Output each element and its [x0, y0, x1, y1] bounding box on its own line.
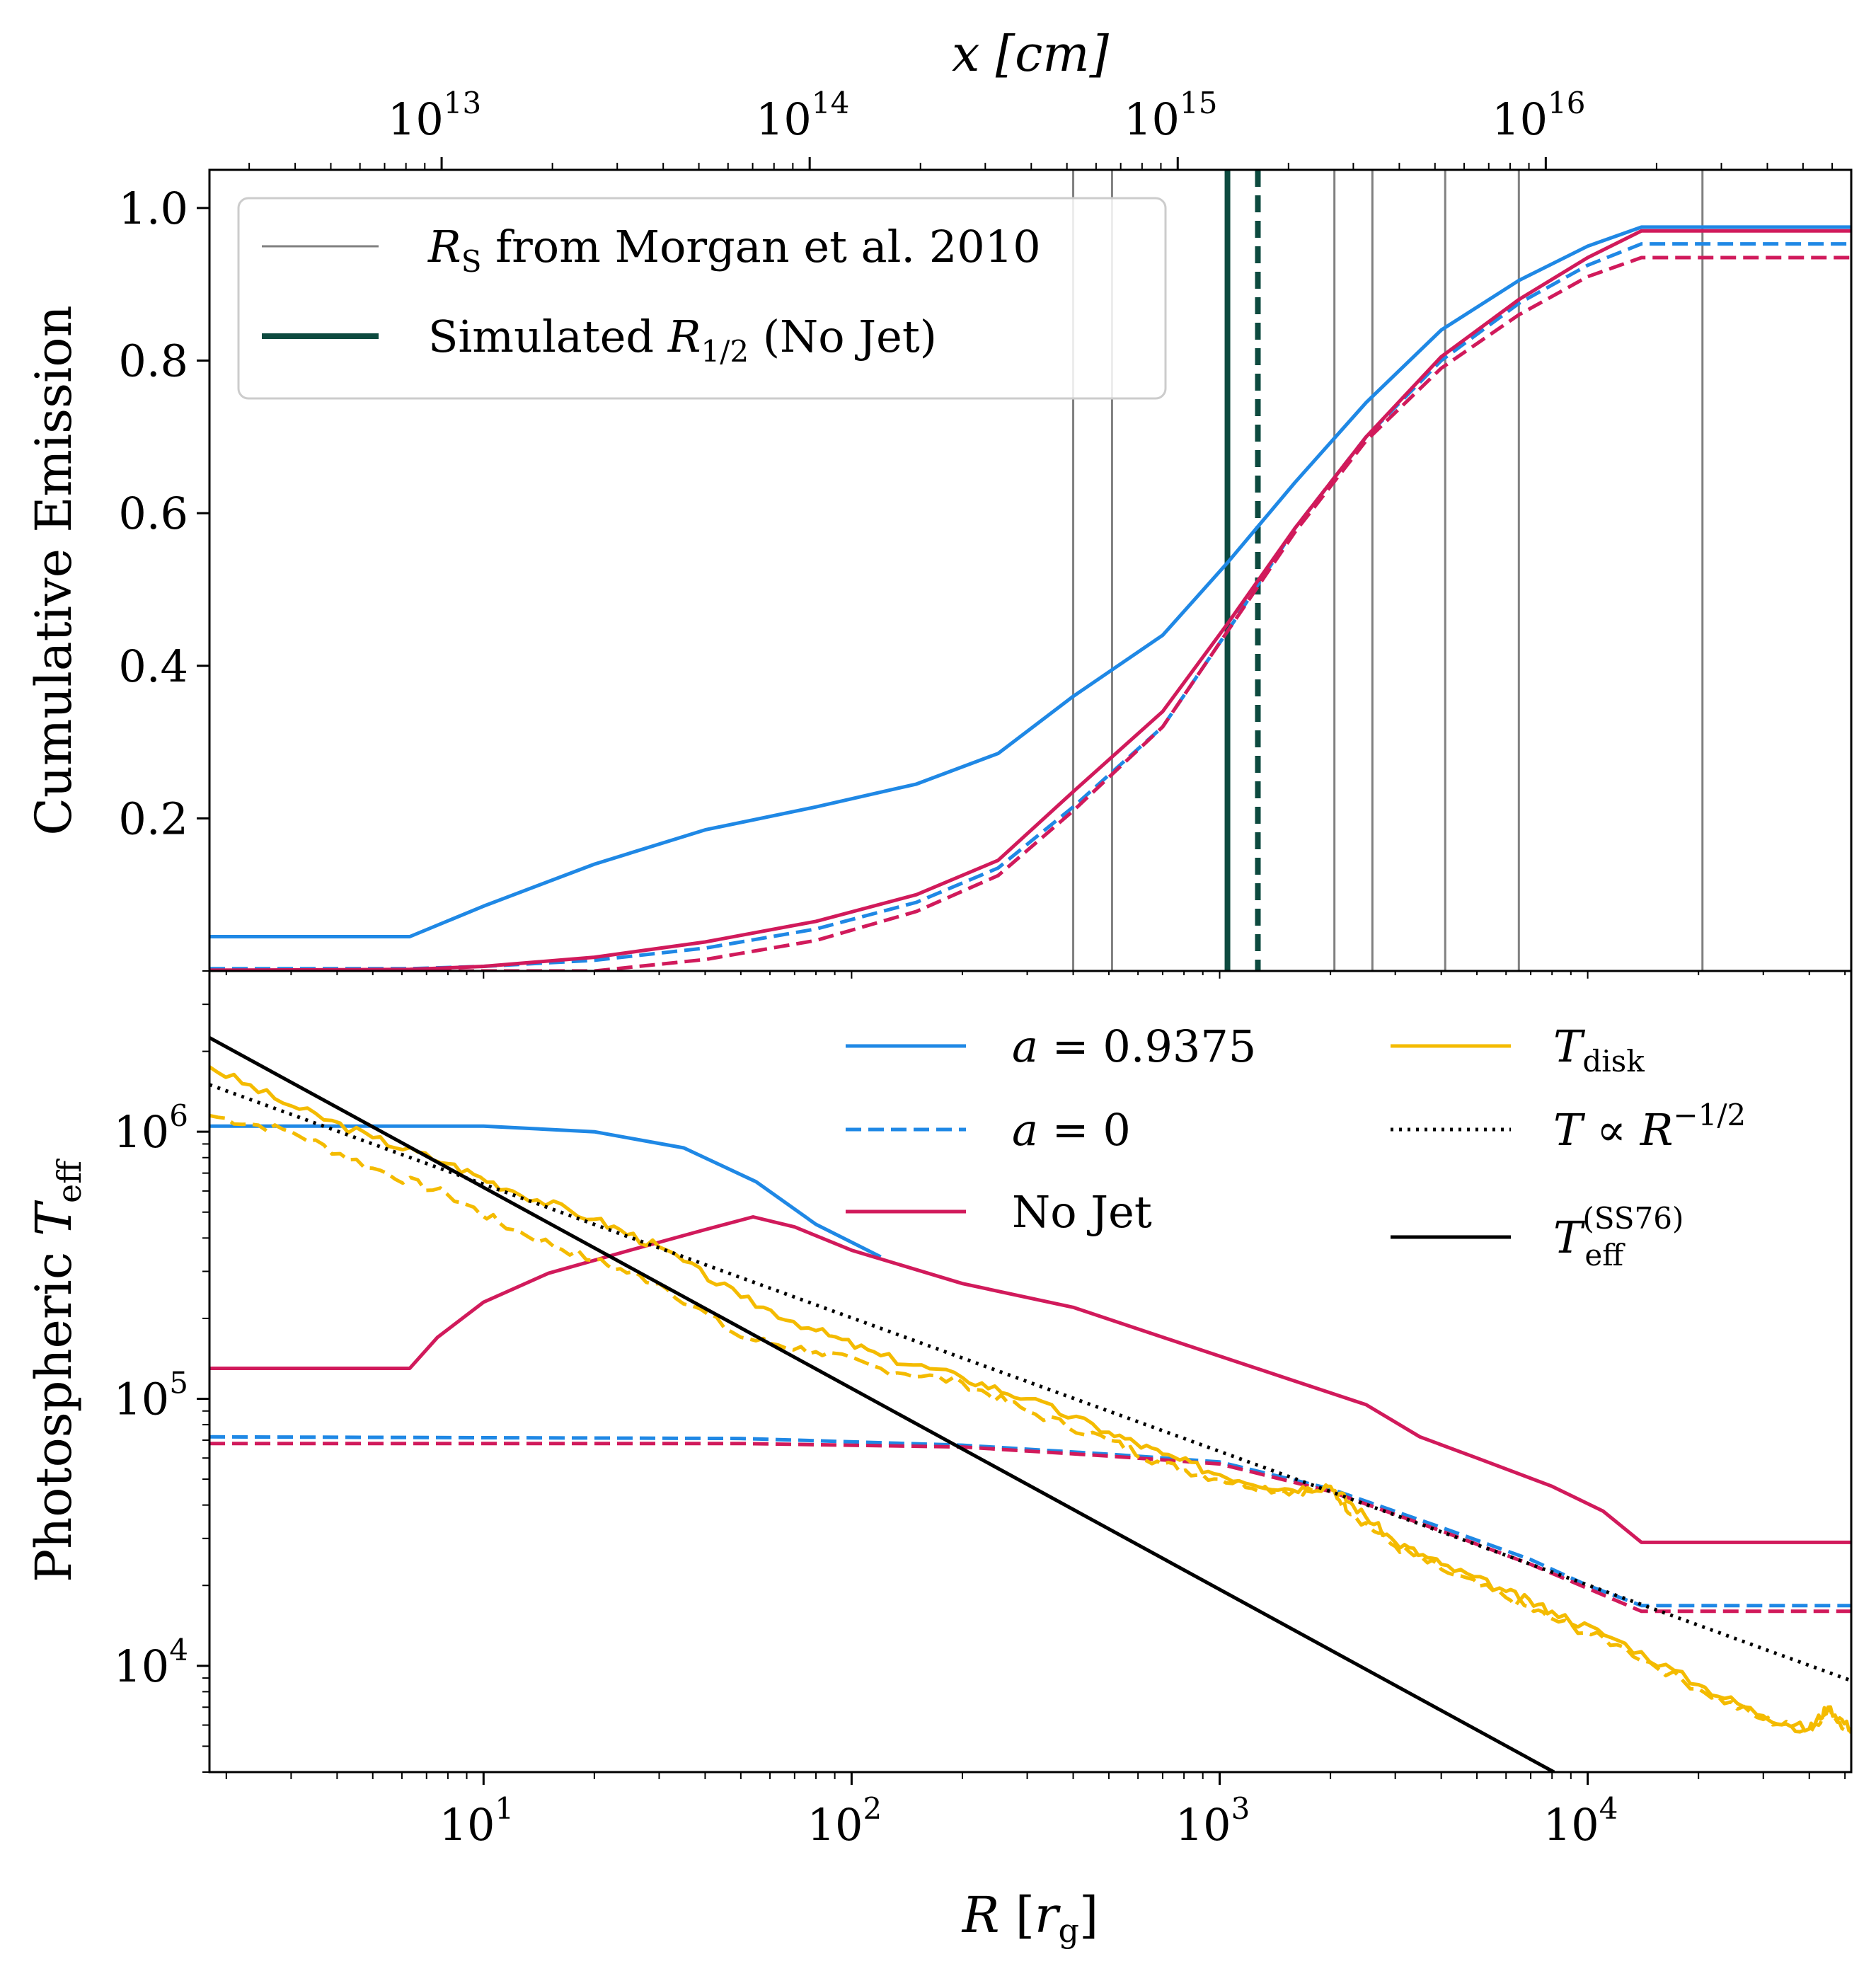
- tick-label: 1016: [1492, 86, 1585, 145]
- series-line: [209, 1065, 1851, 1733]
- tick-label: 101: [439, 1791, 514, 1851]
- tick-label: 1014: [756, 86, 849, 145]
- top-x-ticks: 1013 1014 1015 1016: [248, 86, 1834, 170]
- top-series: [209, 225, 1851, 971]
- series-line: [209, 1083, 1851, 1683]
- series-line: [209, 1036, 1555, 1772]
- top-panel: 0.20.40.60.81.0 1013 1014 1015 1016 x [cm] …: [25, 25, 1853, 972]
- legend-tdisk-label: Tdisk: [1553, 1021, 1645, 1079]
- legend-a0-label: a = 0: [1012, 1104, 1131, 1156]
- tick-label: 104: [1543, 1791, 1618, 1851]
- series-line: [209, 1215, 1851, 1544]
- tick-label: 105: [113, 1366, 188, 1425]
- legend-tprop-label: T ∝ R−1/2: [1553, 1098, 1746, 1156]
- tick-label: 104: [113, 1633, 188, 1692]
- bottom-panel: 104 105 106 101 102 103 104 R [rg] Photospher…: [25, 970, 1853, 1950]
- y-tick-label: 0.4: [118, 640, 188, 692]
- top-x-axis-title: x [cm]: [952, 25, 1110, 83]
- series-line: [209, 1124, 882, 1259]
- series-line: [209, 229, 1851, 971]
- bottom-legend: a = 0.9375 a = 0 No Jet Tdisk T ∝ R−1/2 …: [846, 1021, 1746, 1272]
- y-tick-label: 0.8: [118, 335, 188, 387]
- y-tick-label: 0.6: [118, 488, 188, 539]
- legend-a9375-label: a = 0.9375: [1012, 1021, 1256, 1072]
- y-tick-label: 0.2: [118, 793, 188, 844]
- series-line: [209, 255, 1851, 971]
- legend-rs-label: RS from Morgan et al. 2010: [427, 221, 1041, 279]
- bottom-x-axis-title: R [rg]: [961, 1886, 1099, 1950]
- bottom-y-ticks: 104 105 106: [113, 970, 209, 1773]
- legend-sim-label: Simulated R1/2 (No Jet): [428, 311, 937, 369]
- tick-label: 1013: [388, 86, 481, 145]
- top-y-axis-title: Cumulative Emission: [25, 305, 83, 835]
- bottom-y-axis-title: Photospheric Teff: [25, 1159, 88, 1582]
- series-line: [209, 1113, 1851, 1734]
- tick-label: 102: [807, 1791, 882, 1851]
- legend-tss-label: T(SS76) eff: [1553, 1201, 1684, 1272]
- series-line: [209, 1435, 1851, 1608]
- tick-label: 103: [1175, 1791, 1250, 1851]
- y-tick-label: 1.0: [118, 183, 188, 234]
- series-line: [209, 225, 1851, 938]
- tick-label: 106: [113, 1098, 188, 1158]
- rs-vlines: [1072, 170, 1704, 971]
- tick-label: 1015: [1124, 86, 1217, 145]
- top-legend-box: [237, 197, 1167, 400]
- top-y-ticks: 0.2 0.4 0.6 0.8 1.0: [118, 183, 209, 844]
- bottom-panel-frame: [208, 970, 1853, 1774]
- top-legend: RS from Morgan et al. 2010 Simulated R1/…: [237, 197, 1167, 400]
- bottom-series: [209, 1036, 1851, 1772]
- bottom-x-ticks: 101 102 103 104: [225, 971, 1846, 1851]
- series-line: [209, 1442, 1851, 1614]
- legend-nojet-label: No Jet: [1012, 1186, 1152, 1238]
